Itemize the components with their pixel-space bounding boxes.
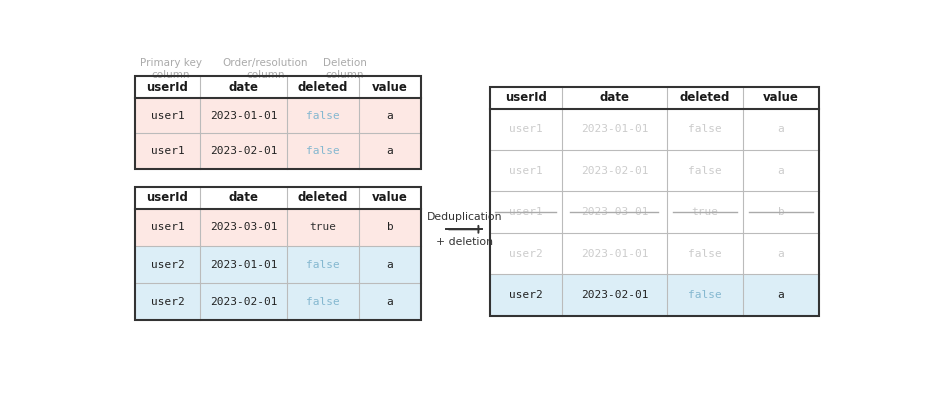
Text: 2023-01-01: 2023-01-01: [209, 260, 277, 269]
Text: true: true: [309, 222, 336, 232]
Text: userId: userId: [147, 191, 189, 204]
Text: false: false: [688, 166, 722, 176]
Text: deleted: deleted: [680, 91, 730, 104]
Text: false: false: [306, 146, 340, 156]
Text: false: false: [688, 249, 722, 258]
Text: 2023-02-01: 2023-02-01: [209, 146, 277, 156]
Bar: [134, 76, 420, 169]
Text: 2023-03-01: 2023-03-01: [209, 222, 277, 232]
Text: true: true: [691, 207, 718, 217]
Text: deleted: deleted: [298, 80, 348, 93]
Text: user2: user2: [509, 249, 543, 258]
Bar: [489, 109, 819, 150]
Text: user1: user1: [509, 207, 543, 217]
Text: 2023-02-01: 2023-02-01: [581, 290, 648, 300]
Text: a: a: [387, 146, 393, 156]
Text: a: a: [387, 111, 393, 121]
Text: user1: user1: [509, 166, 543, 176]
Text: userId: userId: [147, 80, 189, 93]
Text: b: b: [777, 207, 785, 217]
Text: user1: user1: [150, 111, 184, 121]
Text: user1: user1: [150, 146, 184, 156]
Bar: [134, 209, 420, 246]
Text: a: a: [777, 166, 785, 176]
Text: date: date: [229, 191, 259, 204]
Text: false: false: [306, 111, 340, 121]
Text: user1: user1: [509, 124, 543, 134]
Text: 2023-02-01: 2023-02-01: [209, 297, 277, 307]
Text: user2: user2: [150, 297, 184, 307]
Text: false: false: [306, 260, 340, 269]
Text: Order/resolution
column: Order/resolution column: [222, 58, 308, 80]
Bar: [134, 76, 420, 98]
Text: user2: user2: [150, 260, 184, 269]
Text: + deletion: + deletion: [435, 237, 493, 247]
Text: date: date: [229, 80, 259, 93]
Text: Deduplication: Deduplication: [427, 212, 502, 222]
Bar: [489, 87, 819, 109]
Text: a: a: [387, 297, 393, 307]
Bar: [134, 246, 420, 283]
Text: date: date: [600, 91, 630, 104]
Bar: [134, 133, 420, 169]
Bar: [134, 98, 420, 133]
Bar: [134, 283, 420, 320]
Bar: [489, 87, 819, 316]
Text: 2023-02-01: 2023-02-01: [581, 166, 648, 176]
Text: a: a: [777, 249, 785, 258]
Text: value: value: [763, 91, 799, 104]
Bar: [134, 187, 420, 209]
Text: 2023-03-01: 2023-03-01: [581, 207, 648, 217]
Bar: [489, 274, 819, 316]
Text: 2023-01-01: 2023-01-01: [209, 111, 277, 121]
Text: Primary key
column: Primary key column: [140, 58, 202, 80]
Bar: [134, 187, 420, 320]
Text: Deletion
column: Deletion column: [323, 58, 367, 80]
Text: deleted: deleted: [298, 191, 348, 204]
Text: userId: userId: [504, 91, 546, 104]
Text: false: false: [688, 124, 722, 134]
Text: a: a: [777, 290, 785, 300]
Text: a: a: [387, 260, 393, 269]
Text: false: false: [306, 297, 340, 307]
Text: user2: user2: [509, 290, 543, 300]
Bar: [489, 233, 819, 274]
Text: b: b: [387, 222, 393, 232]
Bar: [489, 150, 819, 191]
Text: user1: user1: [150, 222, 184, 232]
Text: value: value: [372, 191, 408, 204]
Text: 2023-01-01: 2023-01-01: [581, 124, 648, 134]
Text: false: false: [688, 290, 722, 300]
Text: 2023-01-01: 2023-01-01: [581, 249, 648, 258]
Text: value: value: [372, 80, 408, 93]
Bar: [489, 191, 819, 233]
Text: a: a: [777, 124, 785, 134]
